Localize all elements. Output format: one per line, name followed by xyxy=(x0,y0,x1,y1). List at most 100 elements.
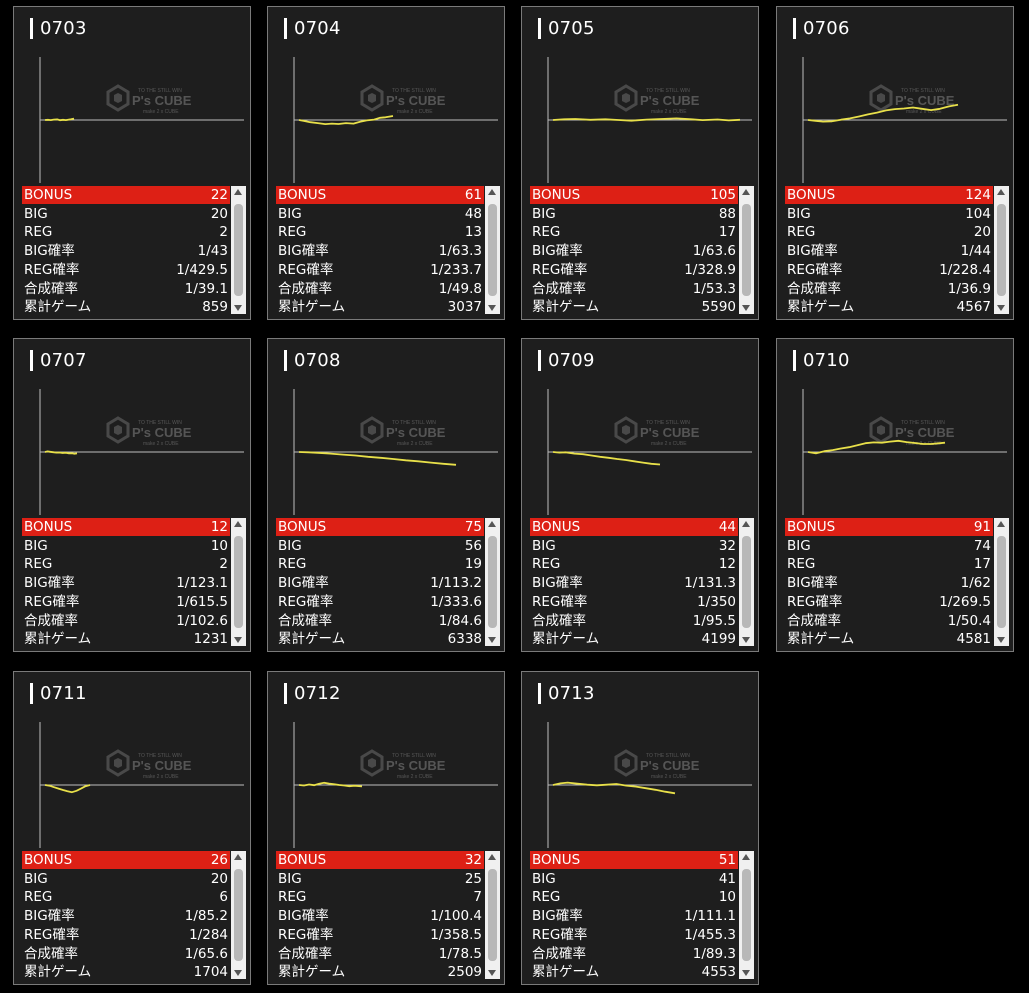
stat-label-reg: REG xyxy=(24,224,53,241)
scroll-down-arrow-icon[interactable] xyxy=(488,970,496,976)
stat-label-reg: REG xyxy=(532,889,561,906)
stat-label-total-games: 累計ゲーム xyxy=(24,964,92,981)
stat-row-reg-rate: REG確率 1/284 xyxy=(22,926,230,944)
scrollbar-thumb[interactable] xyxy=(234,536,243,628)
scroll-up-arrow-icon[interactable] xyxy=(997,521,1005,527)
watermark-subtitle: make 2 x CUBE xyxy=(143,441,179,447)
machine-card[interactable]: 0711 TO THE STILL WIN P's CUBE make 2 x CUB… xyxy=(13,671,251,985)
scrollbar-thumb[interactable] xyxy=(742,536,751,628)
stats-list[interactable]: BONUS 75 BIG 56 REG 19 BIG確率 1/113.2 REG確率 1/333.… xyxy=(276,518,500,647)
stat-row-total-games: 累計ゲーム 1704 xyxy=(22,963,230,981)
machine-card[interactable]: 0706 TO THE STILL WIN P's CUBE make 2 x CUB… xyxy=(776,6,1014,320)
scroll-down-arrow-icon[interactable] xyxy=(234,637,242,643)
stat-label-big-rate: BIG確率 xyxy=(532,908,583,925)
machine-card[interactable]: 0709 TO THE STILL WIN P's CUBE make 2 x CUB… xyxy=(521,338,759,652)
scrollbar-thumb[interactable] xyxy=(997,204,1006,296)
stats-list[interactable]: BONUS 61 BIG 48 REG 13 BIG確率 1/63.3 REG確率 1/233.7… xyxy=(276,186,500,315)
stat-label-total-games: 累計ゲーム xyxy=(24,631,92,648)
watermark-tagline: TO THE STILL WIN xyxy=(138,753,182,759)
watermark-brand: P's CUBE xyxy=(386,93,446,108)
stats-list[interactable]: BONUS 91 BIG 74 REG 17 BIG確率 1/62 REG確率 1/269.5 合成… xyxy=(785,518,1009,647)
machine-card[interactable]: 0704 TO THE STILL WIN P's CUBE make 2 x CUB… xyxy=(267,6,505,320)
watermark-tagline: TO THE STILL WIN xyxy=(138,88,182,94)
stats-list[interactable]: BONUS 12 BIG 10 REG 2 BIG確率 1/123.1 REG確率 1/615.5… xyxy=(22,518,246,648)
machine-card[interactable]: 0707 TO THE STILL WIN P's CUBE make 2 x CUB… xyxy=(13,338,251,652)
stats-scrollbar[interactable] xyxy=(231,518,246,646)
scroll-up-arrow-icon[interactable] xyxy=(742,189,750,195)
stat-value-reg-rate: 1/615.5 xyxy=(176,593,228,610)
scroll-down-arrow-icon[interactable] xyxy=(234,970,242,976)
machine-card[interactable]: 0712 TO THE STILL WIN P's CUBE make 2 x CUB… xyxy=(267,671,505,985)
stats-list[interactable]: BONUS 22 BIG 20 REG 2 BIG確率 1/43 REG確率 1/429.5 合成確… xyxy=(22,186,246,315)
stats-scrollbar[interactable] xyxy=(994,518,1009,646)
watermark-subtitle: make 2 x CUBE xyxy=(397,109,433,115)
machine-number: 0704 xyxy=(294,18,341,39)
stats-scrollbar[interactable] xyxy=(231,851,246,979)
scroll-up-arrow-icon[interactable] xyxy=(234,854,242,860)
scroll-down-arrow-icon[interactable] xyxy=(742,305,750,311)
machine-card[interactable]: 0713 TO THE STILL WIN P's CUBE make 2 x CUB… xyxy=(521,671,759,985)
stats-scrollbar[interactable] xyxy=(485,518,500,646)
scrollbar-thumb[interactable] xyxy=(997,536,1006,628)
stats-scrollbar[interactable] xyxy=(994,186,1009,314)
scroll-down-arrow-icon[interactable] xyxy=(742,970,750,976)
stats-scrollbar[interactable] xyxy=(739,851,754,979)
scrollbar-thumb[interactable] xyxy=(488,869,497,961)
scroll-up-arrow-icon[interactable] xyxy=(488,854,496,860)
stat-value-reg-rate: 1/350 xyxy=(697,593,736,610)
stats-rows: BONUS 12 BIG 10 REG 2 BIG確率 1/123.1 REG確率 1/615.5… xyxy=(22,518,230,648)
scroll-up-arrow-icon[interactable] xyxy=(997,189,1005,195)
scrollbar-thumb[interactable] xyxy=(742,869,751,961)
scroll-down-arrow-icon[interactable] xyxy=(997,305,1005,311)
scrollbar-thumb[interactable] xyxy=(488,204,497,296)
scroll-up-arrow-icon[interactable] xyxy=(742,854,750,860)
machine-number: 0707 xyxy=(40,350,87,371)
stats-scrollbar[interactable] xyxy=(739,518,754,646)
scrollbar-thumb[interactable] xyxy=(742,204,751,296)
scroll-up-arrow-icon[interactable] xyxy=(488,521,496,527)
stats-list[interactable]: BONUS 51 BIG 41 REG 10 BIG確率 1/111.1 REG確率 1/455.… xyxy=(530,851,754,980)
stat-value-reg: 12 xyxy=(718,556,736,573)
stat-value-combined-rate: 1/49.8 xyxy=(438,280,482,297)
stat-value-bonus: 124 xyxy=(965,187,991,203)
scroll-up-arrow-icon[interactable] xyxy=(742,521,750,527)
machine-card[interactable]: 0703 TO THE STILL WIN P's CUBE make 2 x CUB… xyxy=(13,6,251,320)
stats-scrollbar[interactable] xyxy=(739,186,754,314)
stats-list[interactable]: BONUS 44 BIG 32 REG 12 BIG確率 1/131.3 REG確率 1/350 合… xyxy=(530,518,754,647)
scrollbar-thumb[interactable] xyxy=(234,869,243,961)
stat-row-reg: REG 17 xyxy=(530,223,738,241)
machine-card[interactable]: 0705 TO THE STILL WIN P's CUBE make 2 x CUB… xyxy=(521,6,759,320)
stat-value-big-rate: 1/63.3 xyxy=(438,243,482,260)
watermark-subtitle: make 2 x CUBE xyxy=(397,441,433,447)
scrollbar-thumb[interactable] xyxy=(234,204,243,296)
stats-list[interactable]: BONUS 26 BIG 20 REG 6 BIG確率 1/85.2 REG確率 1/284 合成確… xyxy=(22,851,246,981)
watermark-brand: P's CUBE xyxy=(640,93,700,108)
scroll-up-arrow-icon[interactable] xyxy=(234,521,242,527)
stats-scrollbar[interactable] xyxy=(485,851,500,979)
stats-scrollbar[interactable] xyxy=(485,186,500,314)
scroll-down-arrow-icon[interactable] xyxy=(488,637,496,643)
watermark-tagline: TO THE STILL WIN xyxy=(392,753,436,759)
stats-rows: BONUS 26 BIG 20 REG 6 BIG確率 1/85.2 REG確率 1/284 合成確… xyxy=(22,851,230,981)
machine-number: 0703 xyxy=(40,18,87,39)
machine-card[interactable]: 0708 TO THE STILL WIN P's CUBE make 2 x CUB… xyxy=(267,338,505,652)
stats-rows: BONUS 32 BIG 25 REG 7 BIG確率 1/100.4 REG確率 1/358.5… xyxy=(276,851,484,980)
scroll-down-arrow-icon[interactable] xyxy=(742,637,750,643)
stats-list[interactable]: BONUS 32 BIG 25 REG 7 BIG確率 1/100.4 REG確率 1/358.5… xyxy=(276,851,500,980)
scroll-up-arrow-icon[interactable] xyxy=(234,189,242,195)
stat-label-reg: REG xyxy=(278,889,307,906)
stats-scrollbar[interactable] xyxy=(231,186,246,314)
stats-list[interactable]: BONUS 105 BIG 88 REG 17 BIG確率 1/63.6 REG確率 1/328.… xyxy=(530,186,754,315)
scroll-down-arrow-icon[interactable] xyxy=(234,305,242,311)
scroll-up-arrow-icon[interactable] xyxy=(488,189,496,195)
machine-card[interactable]: 0710 TO THE STILL WIN P's CUBE make 2 x CUB… xyxy=(776,338,1014,652)
scroll-down-arrow-icon[interactable] xyxy=(488,305,496,311)
scroll-down-arrow-icon[interactable] xyxy=(997,637,1005,643)
stats-list[interactable]: BONUS 124 BIG 104 REG 20 BIG確率 1/44 REG確率 1/228.4… xyxy=(785,186,1009,315)
scrollbar-thumb[interactable] xyxy=(488,536,497,628)
stat-row-combined-rate: 合成確率 1/89.3 xyxy=(530,945,738,963)
stat-label-reg: REG xyxy=(532,224,561,241)
